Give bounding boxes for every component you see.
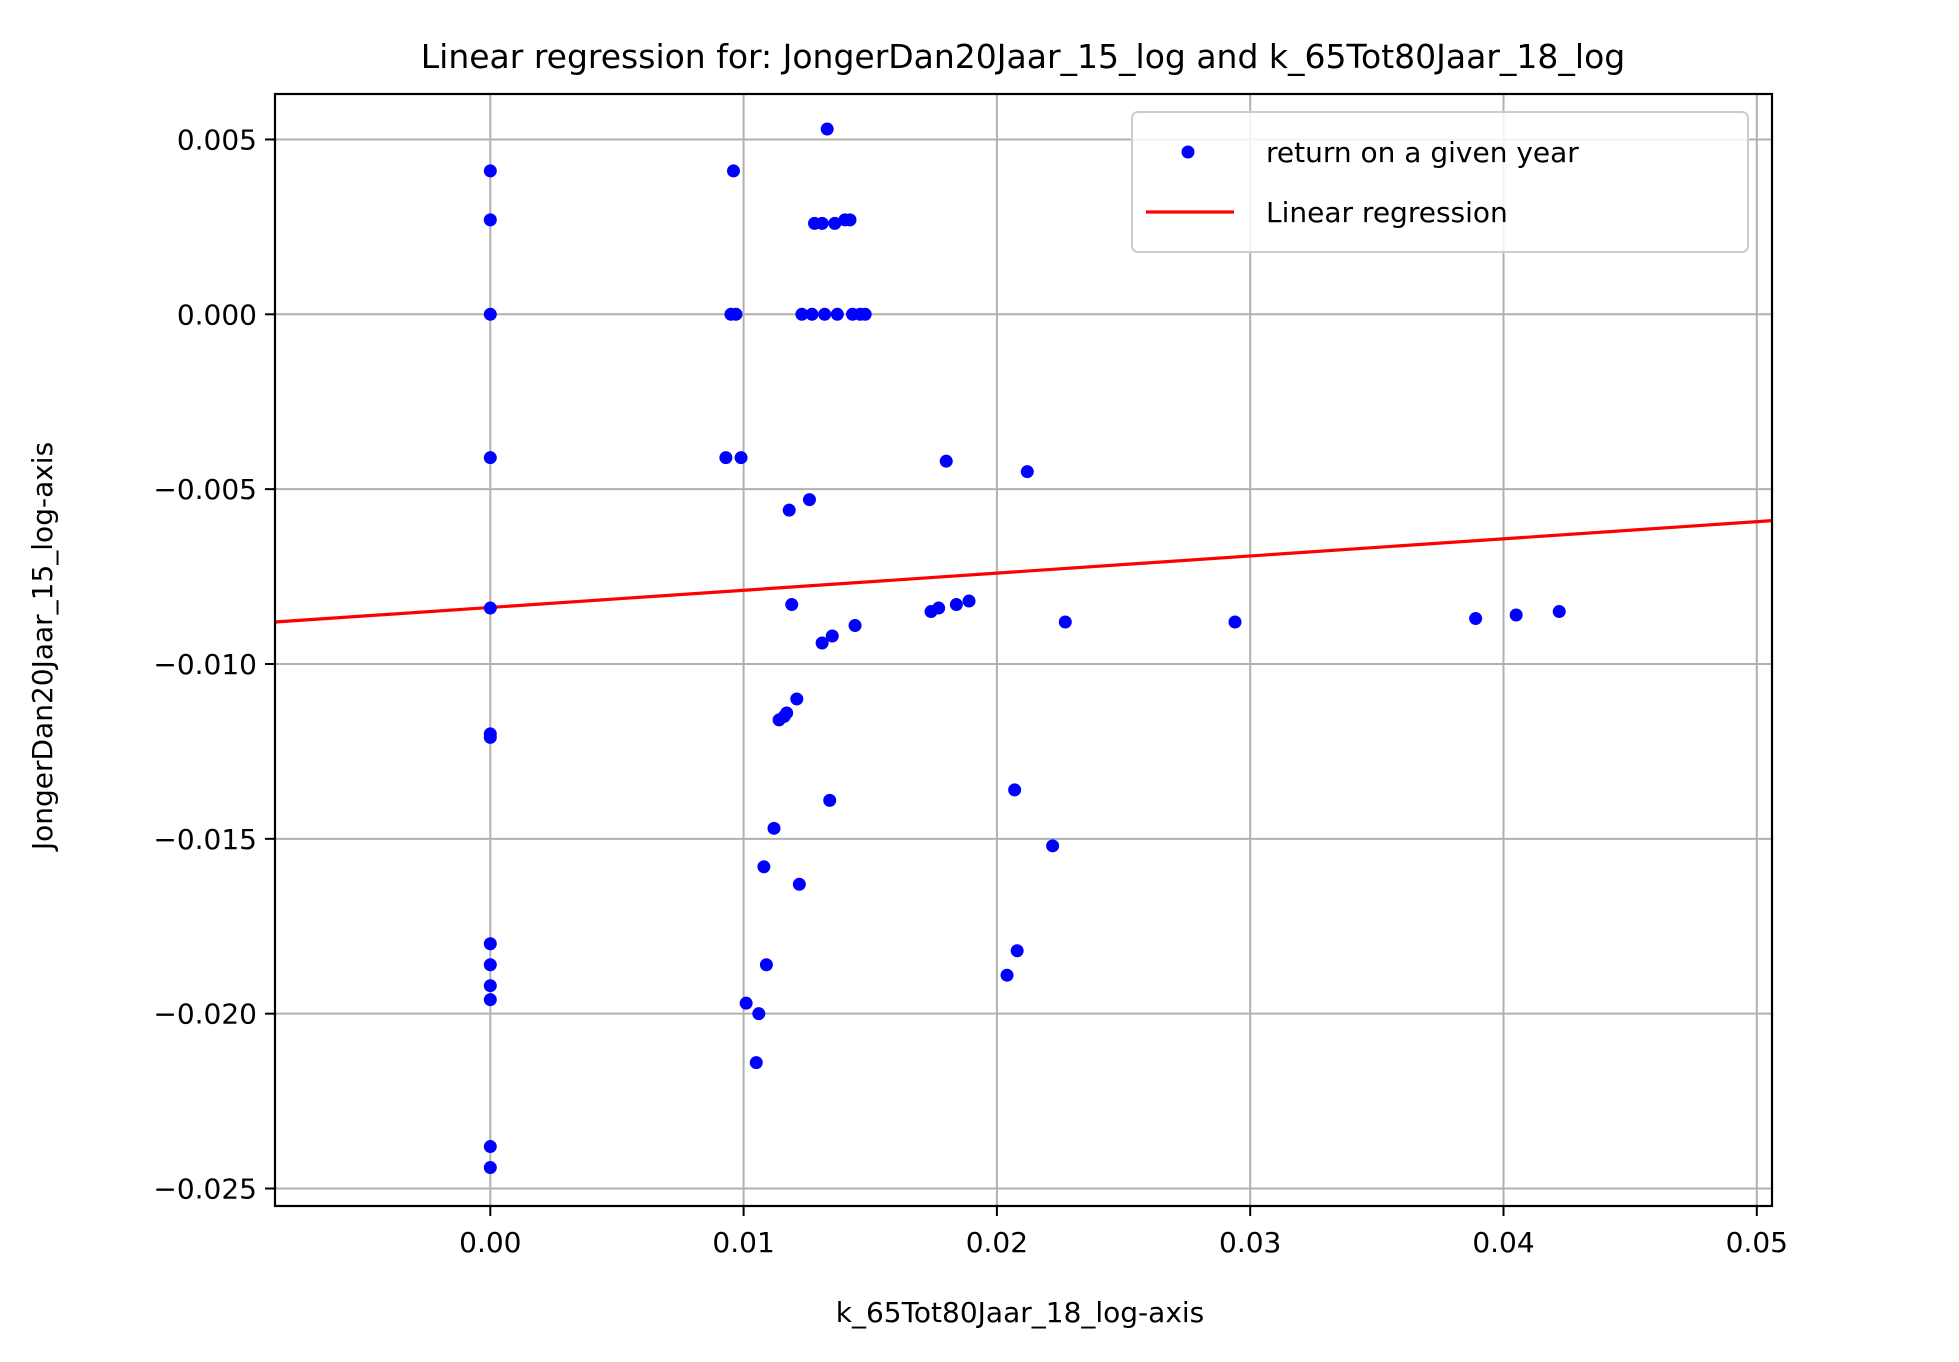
- scatter-point: [782, 503, 796, 517]
- scatter-point: [726, 164, 740, 178]
- scatter-point: [483, 958, 497, 972]
- scatter-point: [932, 601, 946, 615]
- scatter-point: [483, 307, 497, 321]
- scatter-point: [752, 1007, 766, 1021]
- x-axis-ticks: 0.00 0.01 0.02 0.03 0.04 0.05: [459, 1206, 1788, 1259]
- scatter-point: [802, 493, 816, 507]
- chart-title: Linear regression for: JongerDan20Jaar_1…: [421, 37, 1625, 76]
- x-tick-label: 0.05: [1726, 1226, 1788, 1259]
- x-tick-label: 0.01: [712, 1226, 774, 1259]
- y-tick-label: −0.015: [153, 823, 257, 856]
- scatter-point: [962, 594, 976, 608]
- y-tick-label: 0.000: [177, 298, 257, 331]
- x-tick-label: 0.04: [1472, 1226, 1534, 1259]
- y-tick-label: −0.005: [153, 473, 257, 506]
- scatter-point: [483, 730, 497, 744]
- legend-box: [1131, 111, 1749, 253]
- scatter-point: [820, 122, 834, 136]
- scatter-point: [1008, 783, 1022, 797]
- scatter-point: [483, 1161, 497, 1175]
- scatter-point: [749, 1056, 763, 1070]
- y-tick-label: −0.020: [153, 998, 257, 1031]
- scatter-point: [757, 860, 771, 874]
- scatter-point: [790, 692, 804, 706]
- x-tick-label: 0.02: [966, 1226, 1028, 1259]
- scatter-point: [483, 164, 497, 178]
- scatter-point: [828, 216, 842, 230]
- legend-label-scatter: return on a given year: [1266, 136, 1579, 169]
- scatter-point: [1552, 605, 1566, 619]
- scatter-point: [825, 629, 839, 643]
- legend-label-line: Linear regression: [1266, 196, 1508, 229]
- scatter-point: [483, 993, 497, 1007]
- scatter-point: [823, 793, 837, 807]
- scatter-point: [734, 451, 748, 465]
- y-axis-label: JongerDan20Jaar_15_log-axis: [26, 442, 59, 852]
- scatter-point: [1469, 612, 1483, 626]
- scatter-points: [483, 122, 1566, 1175]
- scatter-point: [815, 216, 829, 230]
- y-tick-label: −0.010: [153, 648, 257, 681]
- scatter-point: [1228, 615, 1242, 629]
- y-tick-label: −0.025: [153, 1173, 257, 1206]
- scatter-point: [795, 307, 809, 321]
- scatter-point: [1509, 608, 1523, 622]
- x-axis-label: k_65Tot80Jaar_18_log-axis: [836, 1296, 1205, 1329]
- scatter-point: [939, 454, 953, 468]
- regression-line: [274, 519, 1773, 624]
- scatter-point: [815, 636, 829, 650]
- y-tick-label: 0.005: [177, 123, 257, 156]
- x-tick-label: 0.00: [459, 1226, 521, 1259]
- scatter-point: [785, 598, 799, 612]
- scatter-point: [483, 979, 497, 993]
- scatter-point: [830, 307, 844, 321]
- scatter-point: [949, 598, 963, 612]
- legend: return on a given year Linear regression: [1131, 111, 1749, 253]
- plot-frame: [273, 92, 1774, 1208]
- scatter-point: [483, 213, 497, 227]
- scatter-point: [719, 451, 733, 465]
- scatter-point: [1000, 968, 1014, 982]
- scatter-point: [792, 877, 806, 891]
- scatter-point: [739, 996, 753, 1010]
- scatter-point: [1020, 465, 1034, 479]
- scatter-point: [843, 213, 857, 227]
- scatter-point: [483, 1140, 497, 1154]
- x-tick-label: 0.03: [1219, 1226, 1281, 1259]
- scatter-point: [729, 307, 743, 321]
- legend-marker-scatter: [1181, 145, 1195, 159]
- scatter-point: [805, 307, 819, 321]
- scatter-point: [818, 307, 832, 321]
- scatter-point: [1058, 615, 1072, 629]
- scatter-point: [759, 958, 773, 972]
- scatter-point: [858, 307, 872, 321]
- grid: [275, 94, 1772, 1206]
- scatter-point: [848, 619, 862, 633]
- scatter-point: [777, 709, 791, 723]
- y-axis-ticks: 0.005 0.000 −0.005 −0.010 −0.015 −0.020 −0.025: [153, 123, 275, 1206]
- scatter-point: [767, 821, 781, 835]
- scatter-point: [483, 937, 497, 951]
- scatter-point: [483, 451, 497, 465]
- scatter-point: [483, 601, 497, 615]
- scatter-point: [1010, 944, 1024, 958]
- scatter-point: [1046, 839, 1060, 853]
- regression-line-layer: [274, 519, 1773, 624]
